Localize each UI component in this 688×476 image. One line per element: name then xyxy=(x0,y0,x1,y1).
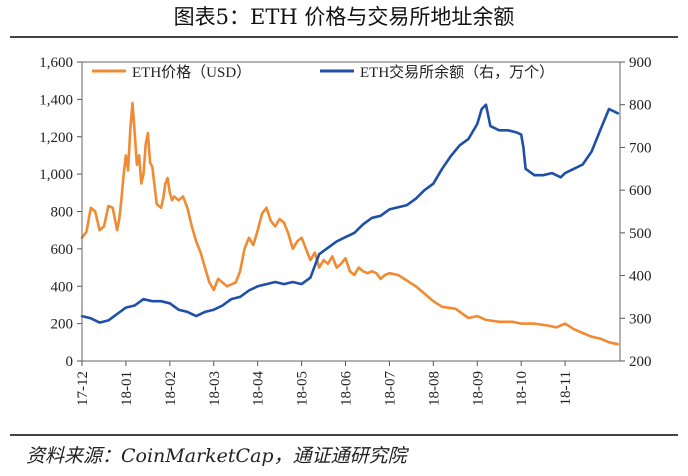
y-right-tick-label: 400 xyxy=(629,269,652,285)
x-tick-label: 18-10 xyxy=(514,371,530,406)
series-line-eth-price xyxy=(80,101,620,346)
source-note: 资料来源：CoinMarketCap，通证通研究院 xyxy=(26,445,407,467)
x-tick-label: 18-07 xyxy=(382,371,398,406)
plot-frame xyxy=(81,61,621,362)
x-tick-label: 18-03 xyxy=(207,371,223,406)
x-tick-label: 18-06 xyxy=(339,371,355,406)
y-left-tick-label: 1,200 xyxy=(39,130,73,146)
figure-title: 图表5：ETH 价格与交易所地址余额 xyxy=(173,5,515,29)
y-left-tick-label: 1,000 xyxy=(39,167,73,183)
x-tick-label: 18-01 xyxy=(119,371,135,406)
legend-label: ETH价格（USD） xyxy=(132,64,251,81)
x-tick-label: 18-04 xyxy=(251,371,267,406)
legend-label: ETH交易所余额（右，万个） xyxy=(360,63,554,81)
x-tick-label: 18-08 xyxy=(426,371,442,406)
y-right-tick-label: 800 xyxy=(629,98,652,114)
y-left-tick-label: 400 xyxy=(51,279,74,295)
y-right-tick-label: 700 xyxy=(629,140,652,156)
title-rule xyxy=(10,36,678,38)
y-left-tick-label: 800 xyxy=(51,205,74,221)
y-left-tick-label: 600 xyxy=(51,242,74,258)
x-tick-label: 18-05 xyxy=(295,371,311,406)
y-right-tick-label: 200 xyxy=(629,354,652,370)
x-tick-label: 18-02 xyxy=(163,371,179,406)
y-left-tick-label: 0 xyxy=(66,354,74,370)
series-line-exchange-balance xyxy=(80,103,620,324)
y-right-tick-label: 900 xyxy=(629,55,652,71)
x-tick-label: 18-09 xyxy=(470,371,486,406)
x-tick-label: 17-12 xyxy=(75,371,91,406)
y-left-tick-label: 200 xyxy=(51,317,74,333)
y-left-tick-label: 1,400 xyxy=(39,92,73,108)
y-right-tick-label: 600 xyxy=(629,183,652,199)
y-right-tick-label: 500 xyxy=(629,226,652,242)
y-left-tick-label: 1,600 xyxy=(39,55,73,71)
y-right-tick-label: 300 xyxy=(629,311,652,327)
source-rule xyxy=(10,434,678,436)
x-tick-label: 18-11 xyxy=(558,371,574,405)
